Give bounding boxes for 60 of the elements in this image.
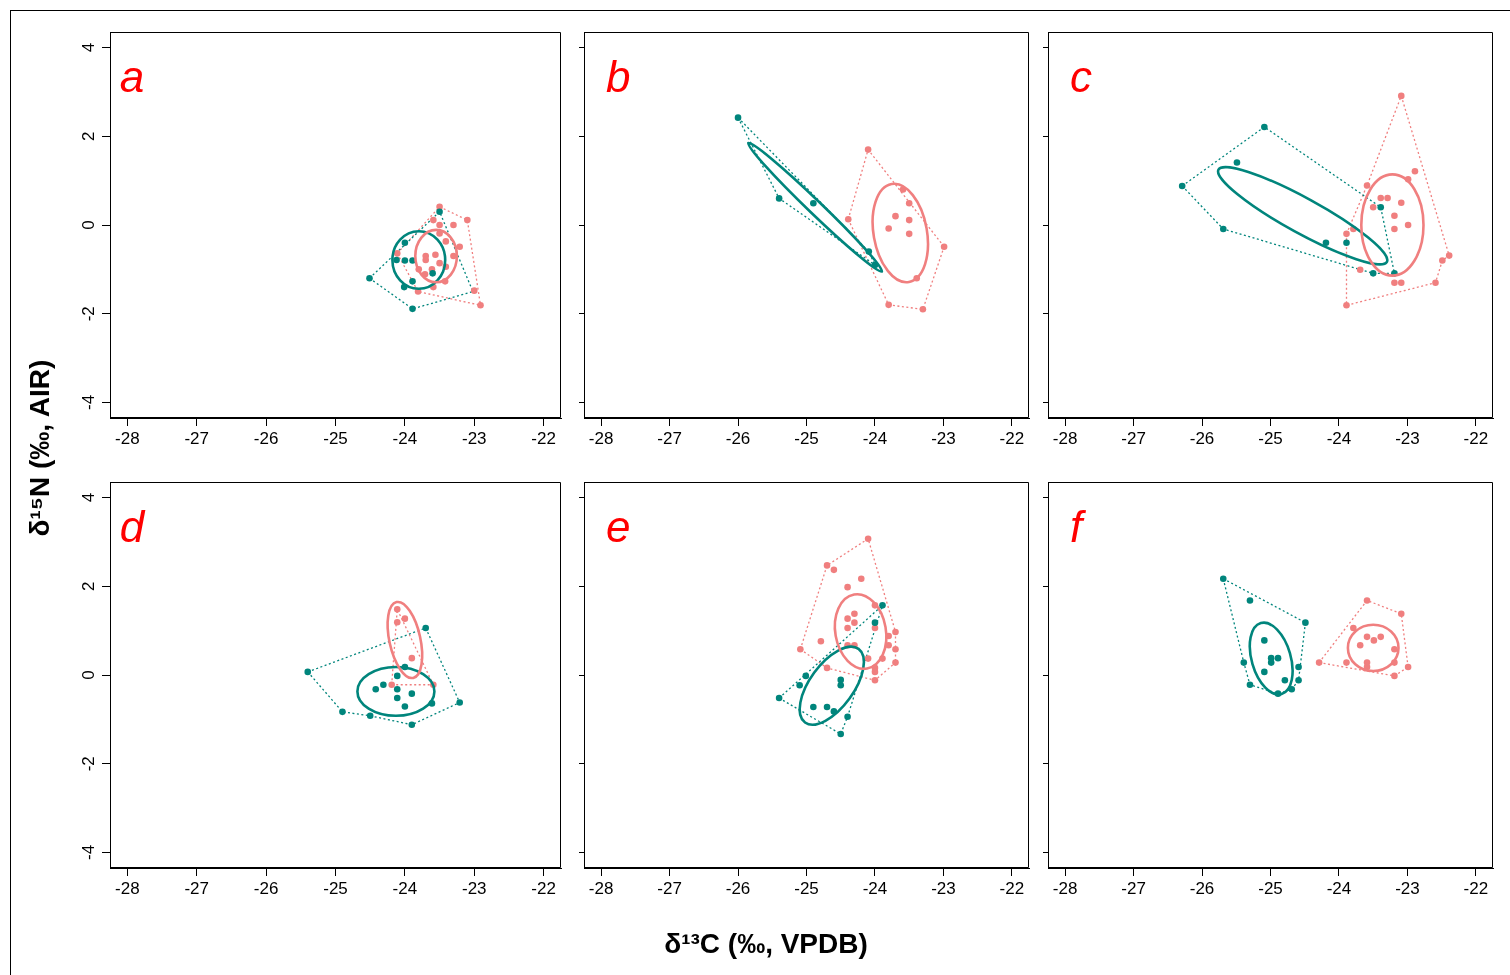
y-tick-label: 2 (79, 581, 99, 591)
y-tick-label: 4 (79, 42, 99, 53)
x-tick-label: -28 (588, 878, 614, 898)
x-tick-label: -26 (253, 878, 279, 898)
x-tick-label: -23 (1395, 428, 1420, 448)
x-tick-label: -22 (531, 878, 556, 898)
x-tick-label: -25 (794, 878, 819, 898)
x-tick-label: -26 (253, 428, 279, 448)
x-tick-label: -25 (1258, 428, 1283, 448)
x-tick-label: -23 (1395, 878, 1420, 898)
y-tick-label: -4 (79, 844, 99, 861)
x-tick-label: -27 (1121, 878, 1146, 898)
text: f (1070, 502, 1087, 551)
x-tick-label: -23 (461, 428, 487, 448)
text: b (606, 52, 631, 101)
x-tick-label: -22 (1463, 878, 1489, 898)
text: e (606, 502, 631, 551)
text: a (119, 52, 145, 101)
x-tick-label: -27 (657, 428, 682, 448)
y-tick-label: 2 (79, 131, 99, 141)
x-axis-title: δ¹³C (‰, VPDB) (663, 928, 869, 960)
x-tick-label: -23 (931, 878, 956, 898)
x-tick-label: -27 (1121, 428, 1146, 448)
y-axis-title: δ¹⁵N (‰, AIR) (24, 358, 56, 539)
x-tick-label: -26 (725, 428, 751, 448)
x-tick-label: -25 (323, 878, 348, 898)
x-tick-label: -24 (392, 878, 418, 898)
x-tick-label: -26 (1189, 428, 1215, 448)
y-tick-label: -4 (79, 394, 99, 411)
x-tick-label: -28 (115, 878, 140, 898)
x-tick-label: -28 (115, 428, 140, 448)
text: d (119, 502, 146, 551)
x-tick-label: -26 (1189, 878, 1215, 898)
y-tick-label: 0 (79, 220, 99, 230)
x-tick-label: -27 (184, 428, 210, 448)
x-tick-label: -24 (1326, 878, 1352, 898)
x-tick-label: -22 (1463, 428, 1489, 448)
x-tick-label: -25 (794, 428, 819, 448)
x-tick-label: -25 (323, 428, 348, 448)
x-tick-label: -28 (1052, 878, 1078, 898)
x-tick-label: -23 (931, 428, 956, 448)
x-tick-label: -24 (392, 428, 418, 448)
x-tick-label: -28 (1052, 428, 1078, 448)
x-tick-label: -26 (725, 878, 751, 898)
x-tick-label: -25 (1258, 878, 1283, 898)
x-tick-label: -27 (184, 878, 210, 898)
y-tick-label: -2 (79, 756, 99, 772)
x-tick-label: -28 (588, 428, 614, 448)
x-tick-label: -22 (999, 428, 1025, 448)
x-tick-label: -24 (862, 428, 888, 448)
x-tick-label: -22 (999, 878, 1025, 898)
y-tick-label: 4 (79, 492, 99, 503)
text: c (1070, 52, 1092, 101)
y-tick-label: 0 (79, 670, 99, 680)
x-tick-label: -23 (461, 878, 487, 898)
x-tick-label: -24 (862, 878, 888, 898)
x-tick-label: -24 (1326, 428, 1352, 448)
x-tick-label: -22 (531, 428, 556, 448)
y-tick-label: -2 (79, 306, 99, 322)
x-tick-label: -27 (657, 878, 682, 898)
